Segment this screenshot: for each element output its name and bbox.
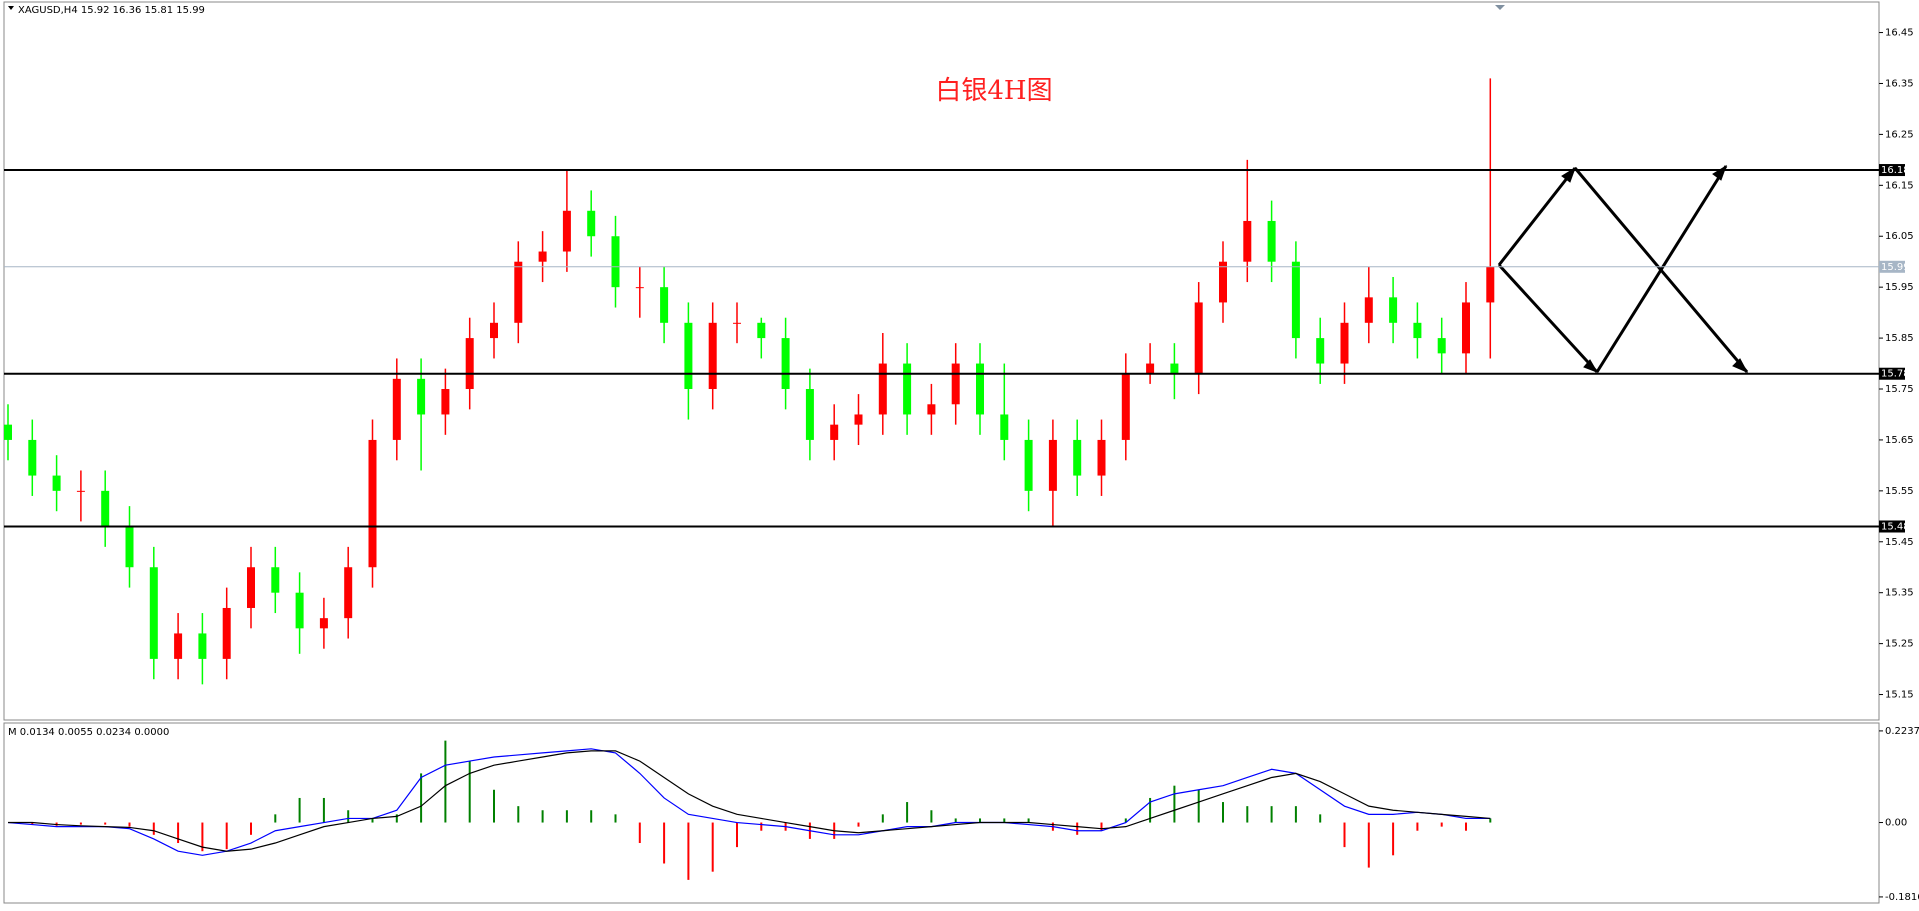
candle-body: [562, 210, 571, 252]
y-tick-label: 15.75: [1885, 384, 1914, 395]
y-tick-label: 15.65: [1885, 435, 1914, 446]
candle-body: [830, 424, 839, 440]
y-tick-label: 15.85: [1885, 333, 1914, 344]
candle-body: [733, 322, 741, 324]
candle-body: [344, 567, 353, 619]
y-tick-label: 16.05: [1885, 231, 1914, 242]
candle-body: [1267, 220, 1276, 262]
y-tick-label: -0.1816: [1885, 892, 1919, 903]
candle-body: [1121, 373, 1130, 440]
candle-body: [1413, 322, 1422, 339]
candle-body: [490, 322, 498, 339]
candle-body: [368, 439, 377, 568]
candle-body: [1073, 439, 1082, 476]
y-tick-label: 16.15: [1885, 180, 1914, 191]
candle-body: [247, 567, 255, 608]
candle-body: [538, 251, 547, 262]
y-tick-label: 16.25: [1885, 129, 1914, 140]
candle-body: [1024, 439, 1033, 491]
macd-line: [8, 750, 1491, 852]
candle-body: [903, 363, 912, 415]
candle-body: [1340, 322, 1349, 364]
macd-label: M 0.0134 0.0055 0.0234 0.0000: [8, 727, 169, 738]
candle-body: [1243, 220, 1252, 262]
candle-body: [1097, 439, 1106, 476]
y-tick-label: 15.45: [1885, 537, 1914, 548]
y-tick-label: 15.15: [1885, 690, 1914, 701]
candle-body: [1437, 338, 1446, 354]
candle-body: [684, 322, 693, 390]
candle-body: [708, 322, 717, 390]
candle-body: [441, 389, 450, 415]
candle-body: [319, 618, 328, 629]
candle-body: [198, 633, 207, 659]
macd-panel: [3, 722, 1880, 904]
candle-body: [392, 378, 401, 440]
level-label: 15.99: [1881, 262, 1910, 273]
y-tick-label: 0.00: [1885, 818, 1907, 829]
level-label: 16.18: [1881, 165, 1910, 176]
symbol-label: XAGUSD,H4 15.92 16.36 15.81 15.99: [18, 5, 205, 16]
candle-body: [1291, 261, 1300, 339]
level-label: 15.48: [1881, 521, 1910, 532]
candle-body: [1462, 302, 1470, 354]
candle-body: [1364, 297, 1373, 323]
y-tick-label: 15.95: [1885, 282, 1914, 293]
candle-body: [1486, 266, 1495, 303]
y-tick-label: 15.35: [1885, 588, 1914, 599]
level-tag: [1879, 164, 1905, 177]
candle-body: [976, 363, 984, 415]
shift-marker: [1495, 5, 1505, 10]
main-panel: [3, 1, 1880, 721]
candle-body: [149, 567, 158, 659]
candle-body: [611, 236, 620, 288]
candle-body: [757, 322, 766, 339]
candle-body: [1146, 363, 1155, 374]
menu-triangle: [8, 6, 14, 10]
candle-body: [635, 287, 644, 289]
candle-body: [1048, 439, 1057, 491]
macd-line: [7, 748, 1491, 856]
candle-body: [660, 287, 669, 323]
level-tag: [1879, 260, 1905, 273]
candle-body: [465, 338, 474, 390]
candle-body: [271, 567, 280, 593]
candle-body: [1389, 297, 1398, 323]
candle-body: [101, 490, 110, 527]
candle-body: [4, 424, 12, 440]
chart-title: 白银4H图: [935, 76, 1052, 106]
y-tick-label: 0.2237: [1885, 726, 1919, 737]
candle-body: [1194, 302, 1203, 374]
candle-body: [514, 261, 523, 323]
candle-body: [1170, 363, 1179, 374]
y-tick-label: 15.25: [1885, 639, 1914, 650]
y-tick-label: 16.45: [1885, 28, 1914, 39]
level-tag: [1879, 520, 1905, 533]
candle-body: [951, 363, 960, 405]
candle-body: [805, 389, 814, 440]
candle-body: [781, 338, 790, 390]
candle-body: [587, 210, 596, 237]
candle-body: [854, 414, 863, 425]
candle-body: [1219, 261, 1227, 303]
candle-body: [927, 404, 936, 415]
candle-body: [52, 475, 61, 491]
y-tick-label: 15.55: [1885, 486, 1914, 497]
candle-body: [1316, 338, 1325, 364]
candle-body: [125, 526, 134, 568]
candle-body: [28, 439, 37, 476]
y-tick-label: 16.35: [1885, 78, 1914, 89]
candle-body: [222, 607, 231, 659]
candle-body: [417, 378, 426, 415]
candle-body: [1000, 414, 1009, 440]
candle-body: [76, 490, 85, 492]
level-tag: [1879, 367, 1905, 380]
scenario-arrows: [1497, 164, 1749, 374]
candle-body: [878, 363, 887, 415]
candle-body: [295, 592, 304, 629]
candle-body: [174, 633, 183, 659]
level-label: 15.78: [1881, 369, 1910, 380]
